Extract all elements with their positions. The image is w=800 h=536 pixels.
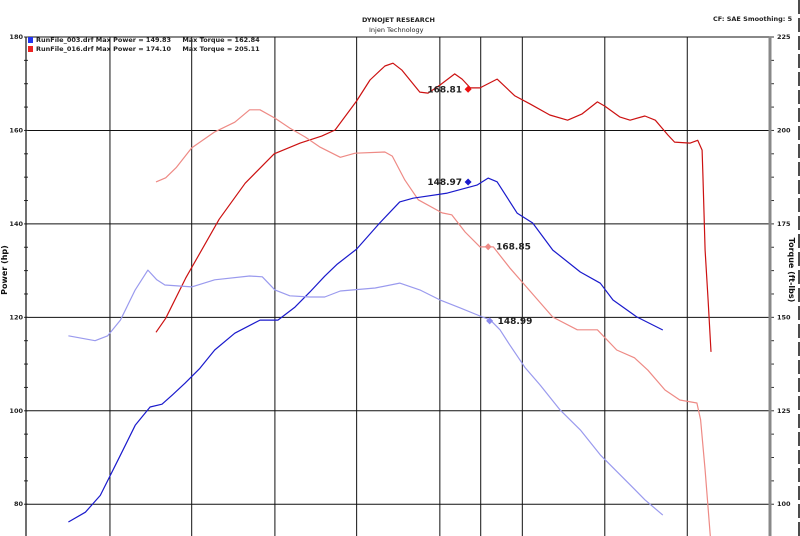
y-axis-left-label: Power (hp) [0,245,9,295]
legend-entry-run016: RunFile_016.drf Max Power = 174.10 Max T… [28,45,260,53]
series-line-3 [68,269,664,516]
y-tick-left: 180 [9,33,23,41]
y-tick-left: 120 [9,313,23,321]
correction-settings: CF: SAE Smoothing: 5 [713,15,793,23]
legend-swatch-blue [28,37,33,43]
series-line-2 [68,177,664,523]
chart-title: DYNOJET RESEARCH [362,16,435,24]
y-tick-right: 225 [777,33,791,41]
chart-subtitle: Injen Technology [369,26,424,34]
peak-marker-label: 168.85 [496,243,531,253]
legend-text: RunFile_003.drf Max Power = 149.83 Max T… [36,36,260,44]
y-tick-left: 100 [9,407,23,415]
y-tick-right: 100 [777,500,791,508]
peak-marker [464,178,472,186]
y-tick-right: 200 [777,126,791,134]
series-line-0 [155,62,712,352]
y-tick-right: 175 [777,220,791,228]
y-tick-left: 160 [9,126,23,134]
peak-marker [464,85,472,93]
y-tick-left: 140 [9,220,23,228]
y-tick-right: 125 [777,407,791,415]
legend-entry-run003: RunFile_003.drf Max Power = 149.83 Max T… [28,36,260,44]
legend-text: RunFile_016.drf Max Power = 174.10 Max T… [36,45,260,53]
peak-marker [486,317,494,325]
series-line-1 [155,109,711,536]
y-axis-right-label: Torque (ft-lbs) [787,237,796,303]
y-tick-left: 80 [14,500,24,508]
peak-marker-label: 148.97 [427,178,462,188]
peak-marker [484,243,492,251]
peak-marker-label: 148.99 [498,317,533,327]
peak-marker-label: 168.81 [427,85,462,95]
y-tick-right: 150 [777,313,791,321]
legend-swatch-red [28,46,33,52]
